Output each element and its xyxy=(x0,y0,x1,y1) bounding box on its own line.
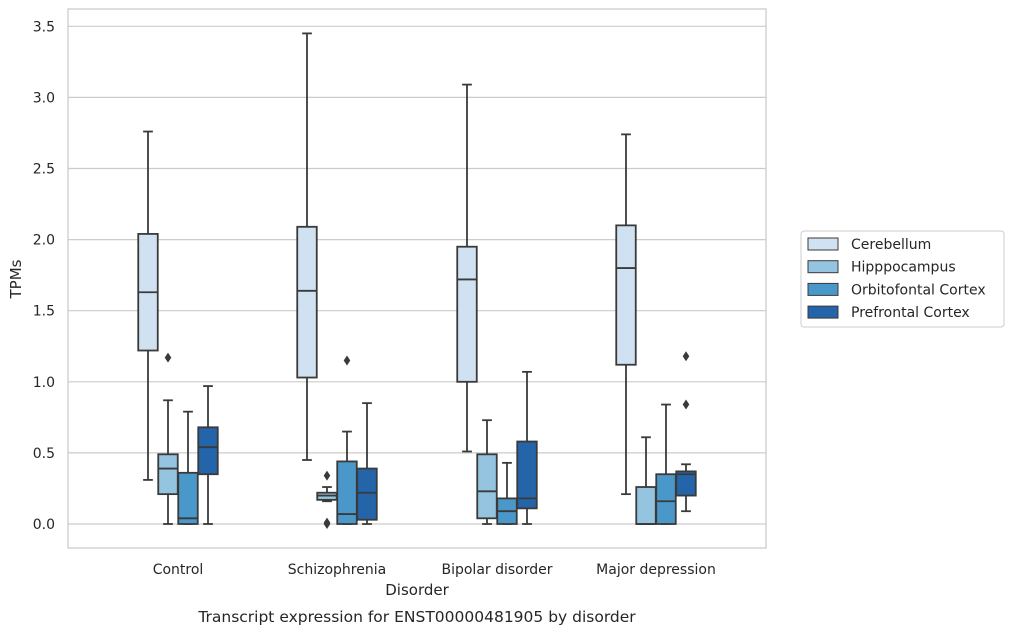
box-iqr xyxy=(516,440,538,510)
chart-caption: Transcript expression for ENST0000048190… xyxy=(197,608,636,626)
x-axis-label: Disorder xyxy=(385,581,449,599)
box-iqr xyxy=(456,245,478,383)
box-iqr xyxy=(675,470,697,497)
box-1-2 xyxy=(296,32,318,461)
x-tick-labels: Control Schizophrenia Bipolar disorder Majo… xyxy=(153,562,716,578)
outlier-point xyxy=(343,355,351,366)
box-iqr xyxy=(197,426,219,476)
box-3-1 xyxy=(177,410,199,525)
box-2-1 xyxy=(157,352,179,525)
legend-label: Prefrontal Cortex xyxy=(851,305,970,321)
y-tick-label: 3.5 xyxy=(33,19,55,35)
legend-swatch xyxy=(807,282,839,296)
box-1-3 xyxy=(456,83,478,453)
outlier-point xyxy=(164,352,172,363)
outlier-point xyxy=(323,517,331,528)
legend-label: Orbitofontal Cortex xyxy=(851,282,986,298)
x-tick-label: Bipolar disorder xyxy=(441,562,552,578)
box-2-4 xyxy=(635,436,657,525)
y-tick-labels: 0.0 0.5 1.0 1.5 2.0 2.5 3.0 3.5 xyxy=(33,19,55,533)
box-2-3 xyxy=(476,419,498,525)
box-iqr xyxy=(356,467,378,521)
legend-item: Hipppocampus xyxy=(807,260,956,276)
y-tick-label: 3.0 xyxy=(33,90,55,106)
box-iqr xyxy=(296,225,318,379)
box-4-4 xyxy=(675,351,697,513)
box-iqr xyxy=(655,473,677,525)
legend-item: Prefrontal Cortex xyxy=(807,305,970,321)
outlier-point xyxy=(682,351,690,362)
y-tick-label: 1.0 xyxy=(33,375,55,391)
box-iqr xyxy=(635,486,657,525)
plot-background xyxy=(68,9,766,548)
x-tick-label: Major depression xyxy=(596,562,716,578)
outlier-point xyxy=(682,399,690,410)
y-tick-label: 2.0 xyxy=(33,233,55,249)
y-axis-label: TPMs xyxy=(7,259,25,299)
legend-swatch xyxy=(807,237,839,251)
y-tick-label: 0.0 xyxy=(33,517,55,533)
box-iqr xyxy=(177,471,199,525)
plot-frame xyxy=(67,8,767,549)
box-3-2 xyxy=(336,355,358,525)
box-3-3 xyxy=(496,461,518,525)
outlier-point xyxy=(323,470,331,481)
box-2-2 xyxy=(316,470,338,529)
legend-frame xyxy=(800,230,1005,328)
box-4-3 xyxy=(516,370,538,525)
box-iqr xyxy=(615,224,637,366)
box-1-1 xyxy=(137,130,159,481)
y-tick-label: 2.5 xyxy=(33,162,55,178)
legend-item: Orbitofontal Cortex xyxy=(807,282,986,298)
legend-swatch xyxy=(807,260,839,274)
x-tick-label: Control xyxy=(153,562,204,578)
box-4-1 xyxy=(197,385,219,525)
box-3-4 xyxy=(655,403,677,525)
box-4-2 xyxy=(356,402,378,525)
legend-item: Cerebellum xyxy=(807,237,931,253)
legend-label: Hipppocampus xyxy=(851,260,956,276)
box-iqr xyxy=(476,453,498,520)
y-tick-label: 1.5 xyxy=(33,304,55,320)
x-tick-label: Schizophrenia xyxy=(288,562,386,578)
legend: Cerebellum Hipppocampus Orbitofontal Corte… xyxy=(800,230,1005,328)
box-1-4 xyxy=(615,133,637,496)
legend-swatch xyxy=(807,305,839,319)
box-iqr xyxy=(157,453,179,496)
box-series xyxy=(137,32,697,529)
legend-label: Cerebellum xyxy=(851,237,931,253)
y-tick-label: 0.5 xyxy=(33,446,55,462)
